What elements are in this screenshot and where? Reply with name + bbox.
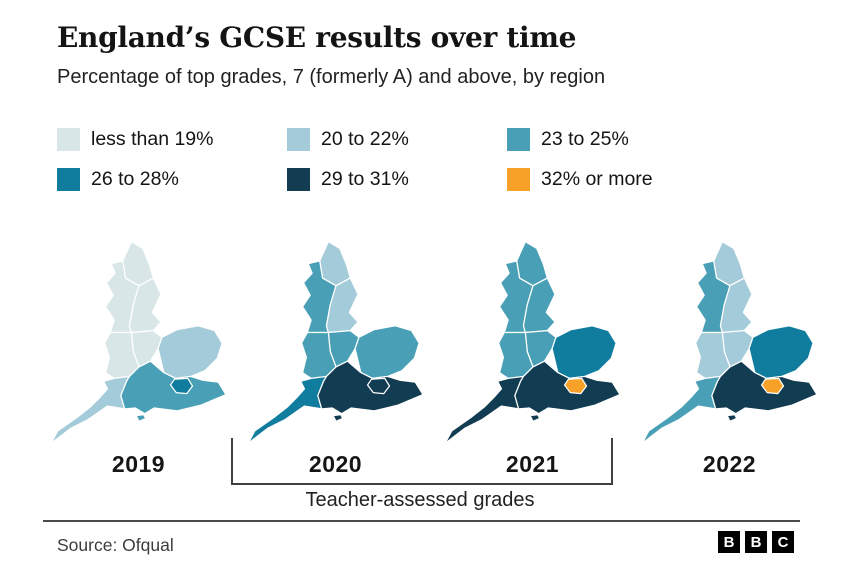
map-2020: 2020 (237, 236, 434, 478)
region-south-west (246, 375, 327, 444)
chart-header: England’s GCSE results over time Percent… (57, 21, 606, 89)
map-year-label: 2022 (702, 451, 757, 477)
legend-label: 26 to 28% (91, 168, 179, 190)
legend-swatch (507, 168, 530, 191)
map-2019: 2019 (40, 236, 237, 478)
region-north-east (712, 241, 745, 287)
legend-swatch (287, 168, 310, 191)
region-london (563, 377, 587, 395)
legend-swatch (57, 168, 80, 191)
region-east-of-england (747, 325, 814, 379)
chart-subtitle: Percentage of top grades, 7 (formerly A)… (57, 66, 606, 89)
maps-row: 2019 2020 2021 2022 (40, 236, 830, 478)
legend-item-3: 26 to 28% (57, 168, 287, 191)
region-south-west (443, 375, 524, 444)
teacher-assessed-bracket (231, 438, 613, 485)
region-north-east (318, 241, 351, 287)
region-yorkshire-and-the-humber (719, 277, 753, 334)
region-isle-of-wight (726, 414, 737, 422)
region-isle-of-wight (135, 414, 146, 422)
region-isle-of-wight (332, 414, 343, 422)
england-map (49, 241, 227, 444)
region-north-east (121, 241, 154, 287)
region-london (366, 377, 390, 395)
legend-label: 23 to 25% (541, 128, 629, 150)
legend-item-2: 23 to 25% (507, 128, 757, 151)
legend-swatch (287, 128, 310, 151)
legend-swatch (57, 128, 80, 151)
bbc-logo-letter: B (745, 531, 767, 553)
footer-divider (43, 520, 800, 522)
map-year-label: 2020 (308, 451, 363, 477)
england-map (246, 241, 424, 444)
legend-item-5: 32% or more (507, 168, 757, 191)
source-credit: Source: Ofqual (57, 535, 174, 555)
region-isle-of-wight (529, 414, 540, 422)
region-south-west (640, 375, 721, 444)
legend-label: 29 to 31% (321, 168, 409, 190)
england-map (443, 241, 621, 444)
region-south-west (49, 375, 130, 444)
legend-label: less than 19% (91, 128, 214, 150)
legend-item-1: 20 to 22% (287, 128, 507, 151)
region-yorkshire-and-the-humber (522, 277, 556, 334)
map-2021: 2021 (434, 236, 631, 478)
region-london (169, 377, 193, 395)
bbc-logo-letter: B (718, 531, 740, 553)
bbc-logo: B B C (718, 531, 794, 553)
legend-label: 32% or more (541, 168, 653, 190)
region-east-of-england (353, 325, 420, 379)
legend-swatch (507, 128, 530, 151)
map-2022: 2022 (631, 236, 828, 478)
legend-item-0: less than 19% (57, 128, 287, 151)
map-year-label: 2021 (505, 451, 560, 477)
region-yorkshire-and-the-humber (325, 277, 359, 334)
bracket-caption: Teacher-assessed grades (305, 489, 535, 511)
chart-title: England’s GCSE results over time (57, 21, 577, 54)
legend-item-4: 29 to 31% (287, 168, 507, 191)
color-legend: less than 19% 20 to 22% 23 to 25% 26 to 28%… (57, 128, 757, 191)
region-yorkshire-and-the-humber (128, 277, 162, 334)
legend-label: 20 to 22% (321, 128, 409, 150)
map-year-label: 2019 (111, 451, 166, 477)
region-north-east (515, 241, 548, 287)
bbc-logo-letter: C (772, 531, 794, 553)
region-east-of-england (550, 325, 617, 379)
england-map (640, 241, 818, 444)
region-east-of-england (156, 325, 223, 379)
region-london (760, 377, 784, 395)
